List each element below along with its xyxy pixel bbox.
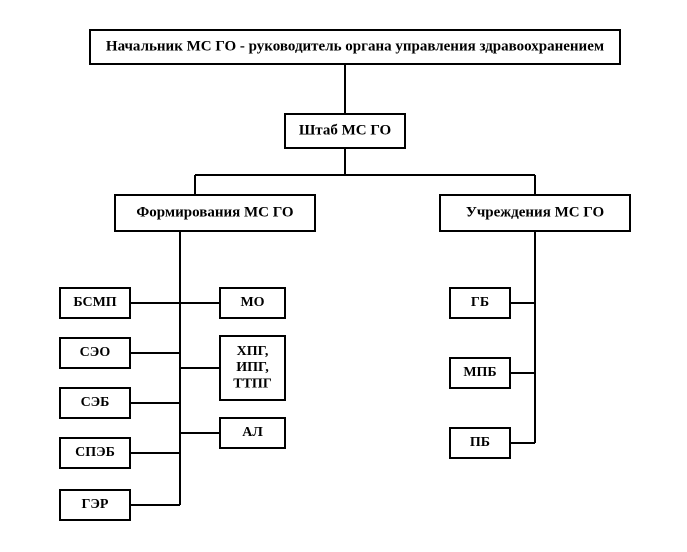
node-speb-label: СПЭБ — [75, 445, 115, 460]
node-form: Формирования МС ГО — [115, 195, 315, 231]
node-shtab-label: Штаб МС ГО — [299, 122, 391, 138]
node-xpg-label: ТТПГ — [233, 376, 272, 391]
node-seo-label: СЭО — [80, 345, 111, 360]
node-mpb-label: МПБ — [463, 365, 496, 380]
node-uchr-label: Учреждения МС ГО — [466, 204, 604, 220]
node-speb: СПЭБ — [60, 438, 130, 468]
node-bsmp-label: БСМП — [73, 295, 116, 310]
node-bsmp: БСМП — [60, 288, 130, 318]
node-pb-label: ПБ — [470, 435, 490, 450]
node-al-label: АЛ — [242, 425, 263, 440]
node-root-label: Начальник МС ГО - руководитель органа уп… — [106, 38, 604, 54]
node-xpg: ХПГ,ИПГ,ТТПГ — [220, 336, 285, 400]
node-al: АЛ — [220, 418, 285, 448]
node-gb: ГБ — [450, 288, 510, 318]
node-seo: СЭО — [60, 338, 130, 368]
node-seb: СЭБ — [60, 388, 130, 418]
node-xpg-label: ХПГ, — [237, 344, 269, 359]
node-xpg-label: ИПГ, — [236, 360, 269, 375]
node-uchr: Учреждения МС ГО — [440, 195, 630, 231]
node-mpb: МПБ — [450, 358, 510, 388]
node-gb-label: ГБ — [471, 295, 489, 310]
node-ger-label: ГЭР — [82, 497, 109, 512]
node-shtab: Штаб МС ГО — [285, 114, 405, 148]
node-form-label: Формирования МС ГО — [136, 204, 293, 220]
node-mo-label: МО — [240, 295, 264, 310]
node-seb-label: СЭБ — [81, 395, 110, 410]
node-ger: ГЭР — [60, 490, 130, 520]
node-pb: ПБ — [450, 428, 510, 458]
node-mo: МО — [220, 288, 285, 318]
node-root: Начальник МС ГО - руководитель органа уп… — [90, 30, 620, 64]
